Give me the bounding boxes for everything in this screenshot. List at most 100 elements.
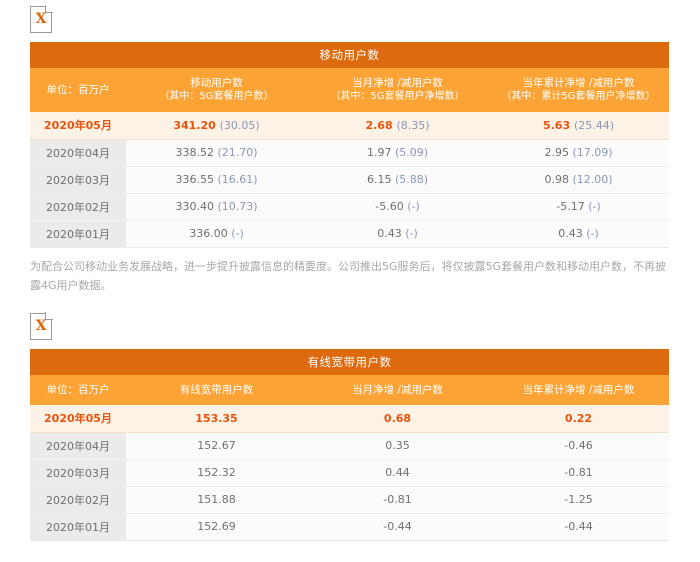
table-title-row: 有线宽带用户数: [30, 349, 669, 375]
row-monthly-net-add: -0.81: [307, 486, 488, 514]
mobile-subscribers-section: X 移动用户数 单位：百万户 移动用户数 （其中：5G套餐用户数）: [30, 4, 669, 295]
column-header-ytd-net-add-sub: （其中：累计5G套餐用户净增数）: [501, 91, 656, 102]
row-monthly-net-add: -0.44: [307, 513, 488, 541]
excel-export-icon[interactable]: X: [30, 4, 54, 33]
table-row: 2020年05月 153.35 0.68 0.22: [30, 405, 669, 433]
row-total-subscribers: 152.32: [126, 459, 307, 487]
table-row: 2020年03月 336.55 (16.61) 6.15 (5.88) 0.98…: [30, 166, 669, 194]
row-ytd-5g-value: (25.44): [573, 118, 615, 132]
excel-x-glyph: X: [35, 318, 47, 334]
row-total-value: 336.00: [189, 227, 228, 240]
excel-fold-corner-icon: [45, 311, 54, 320]
row-total-subscribers: 338.52 (21.70): [126, 139, 307, 167]
row-ytd-5g-value: (12.00): [572, 173, 613, 186]
row-monthly-net-add: 0.35: [307, 432, 488, 460]
column-header-total: 有线宽带用户数: [126, 375, 307, 405]
row-monthly-net-add: 6.15 (5.88): [307, 166, 488, 194]
column-header-monthly-net-add: 当月净增 /减用户数: [307, 375, 488, 405]
row-monthly-net-add: 0.44: [307, 459, 488, 487]
row-total-value: 336.55: [175, 173, 214, 186]
row-total-5g-value: (16.61): [217, 173, 258, 186]
row-monthly-net-add: 0.43 (-): [307, 220, 488, 248]
row-total-value: 338.52: [175, 146, 214, 159]
row-monthly-5g-value: (-): [405, 227, 418, 240]
row-period: 2020年05月: [30, 112, 126, 140]
row-ytd-5g-value: (-): [588, 200, 601, 213]
row-total-subscribers: 152.69: [126, 513, 307, 541]
table-column-header-row: 单位：百万户 有线宽带用户数 当月净增 /减用户数 当年累计净增 /减用户数: [30, 375, 669, 405]
column-header-unit: 单位：百万户: [30, 375, 126, 405]
row-ytd-value: 5.63: [542, 118, 571, 132]
row-monthly-value: 0.43: [377, 227, 402, 240]
table-title: 移动用户数: [30, 42, 669, 68]
column-header-total-main: 移动用户数: [190, 77, 243, 89]
row-total-value: 330.40: [175, 200, 214, 213]
row-monthly-value: 2.68: [365, 118, 393, 132]
table-row: 2020年04月 338.52 (21.70) 1.97 (5.09) 2.95…: [30, 139, 669, 167]
row-ytd-net-add: -0.46: [488, 432, 669, 460]
broadband-subscribers-table: 有线宽带用户数 单位：百万户 有线宽带用户数 当月净增 /减用户数 当年累计净增…: [30, 349, 669, 541]
row-total-subscribers: 330.40 (10.73): [126, 193, 307, 221]
row-ytd-net-add: 0.98 (12.00): [488, 166, 669, 194]
excel-export-icon[interactable]: X: [30, 311, 54, 340]
row-ytd-net-add: -0.81: [488, 459, 669, 487]
column-header-monthly-net-add-main: 当月净增 /减用户数: [352, 77, 443, 89]
row-total-subscribers: 336.55 (16.61): [126, 166, 307, 194]
row-monthly-5g-value: (5.88): [394, 173, 429, 186]
row-period: 2020年04月: [30, 432, 126, 460]
row-monthly-5g-value: (5.09): [394, 146, 429, 159]
column-header-monthly-net-add-sub: （其中：5G套餐用户净增数）: [330, 91, 465, 102]
row-total-subscribers: 152.67: [126, 432, 307, 460]
row-total-subscribers: 341.20 (30.05): [126, 112, 307, 140]
column-header-unit: 单位：百万户: [30, 68, 126, 112]
row-ytd-5g-value: (17.09): [572, 146, 613, 159]
row-ytd-net-add: -0.44: [488, 513, 669, 541]
row-monthly-value: 6.15: [366, 173, 392, 186]
row-total-5g-value: (21.70): [217, 146, 258, 159]
row-total-5g-value: (30.05): [219, 118, 260, 132]
row-total-subscribers: 336.00 (-): [126, 220, 307, 248]
row-ytd-value: -5.17: [556, 200, 585, 213]
row-total-5g-value: (10.73): [217, 200, 258, 213]
table-title-row: 移动用户数: [30, 42, 669, 68]
column-header-monthly-net-add: 当月净增 /减用户数 （其中：5G套餐用户净增数）: [307, 68, 488, 112]
table-row: 2020年05月 341.20 (30.05) 2.68 (8.35) 5.63…: [30, 112, 669, 140]
excel-x-glyph: X: [35, 11, 47, 27]
row-total-5g-value: (-): [231, 227, 244, 240]
row-monthly-value: 1.97: [366, 146, 392, 159]
row-ytd-value: 0.43: [558, 227, 583, 240]
row-period: 2020年04月: [30, 139, 126, 167]
row-period: 2020年03月: [30, 166, 126, 194]
table-row: 2020年04月 152.67 0.35 -0.46: [30, 432, 669, 460]
column-header-ytd-net-add: 当年累计净增 /减用户数: [488, 375, 669, 405]
row-period: 2020年05月: [30, 405, 126, 433]
table-column-header-row: 单位：百万户 移动用户数 （其中：5G套餐用户数） 当月净增 /减用户数 （其中…: [30, 68, 669, 112]
row-period: 2020年02月: [30, 486, 126, 514]
row-ytd-value: 0.98: [544, 173, 569, 186]
table-row: 2020年02月 151.88 -0.81 -1.25: [30, 486, 669, 514]
row-monthly-net-add: 2.68 (8.35): [307, 112, 488, 140]
row-monthly-5g-value: (8.35): [396, 118, 430, 132]
column-header-unit-main: 单位：百万户: [46, 84, 110, 96]
column-header-total-sub: （其中：5G套餐用户数）: [159, 91, 274, 102]
row-total-subscribers: 151.88: [126, 486, 307, 514]
row-monthly-net-add: 1.97 (5.09): [307, 139, 488, 167]
mobile-subscribers-table: 移动用户数 单位：百万户 移动用户数 （其中：5G套餐用户数） 当月净增 /减用…: [30, 42, 669, 248]
row-monthly-5g-value: (-): [407, 200, 420, 213]
row-monthly-value: -5.60: [375, 200, 404, 213]
row-ytd-net-add: -5.17 (-): [488, 193, 669, 221]
row-period: 2020年03月: [30, 459, 126, 487]
row-period: 2020年01月: [30, 220, 126, 248]
row-ytd-net-add: 5.63 (25.44): [488, 112, 669, 140]
column-header-ytd-net-add-main: 当年累计净增 /减用户数: [522, 77, 635, 89]
row-ytd-net-add: 0.43 (-): [488, 220, 669, 248]
row-total-subscribers: 153.35: [126, 405, 307, 433]
table-row: 2020年01月 152.69 -0.44 -0.44: [30, 513, 669, 541]
table-row: 2020年02月 330.40 (10.73) -5.60 (-) -5.17 …: [30, 193, 669, 221]
table-row: 2020年01月 336.00 (-) 0.43 (-) 0.43 (-): [30, 220, 669, 248]
row-ytd-net-add: -1.25: [488, 486, 669, 514]
row-period: 2020年02月: [30, 193, 126, 221]
row-ytd-5g-value: (-): [586, 227, 599, 240]
table-row: 2020年03月 152.32 0.44 -0.81: [30, 459, 669, 487]
